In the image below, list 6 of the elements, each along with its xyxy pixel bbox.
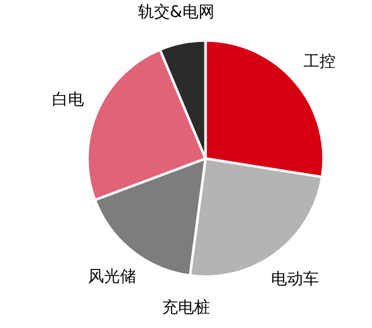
slice-label: 白电 [52,90,84,109]
slice-label: 电动车 [271,269,320,288]
slice-label: 风光储 [88,266,136,286]
slice-label: 工控 [303,52,336,71]
slice-label: 轨交&电网 [138,2,214,22]
category-label: 充电桩 [162,298,210,317]
